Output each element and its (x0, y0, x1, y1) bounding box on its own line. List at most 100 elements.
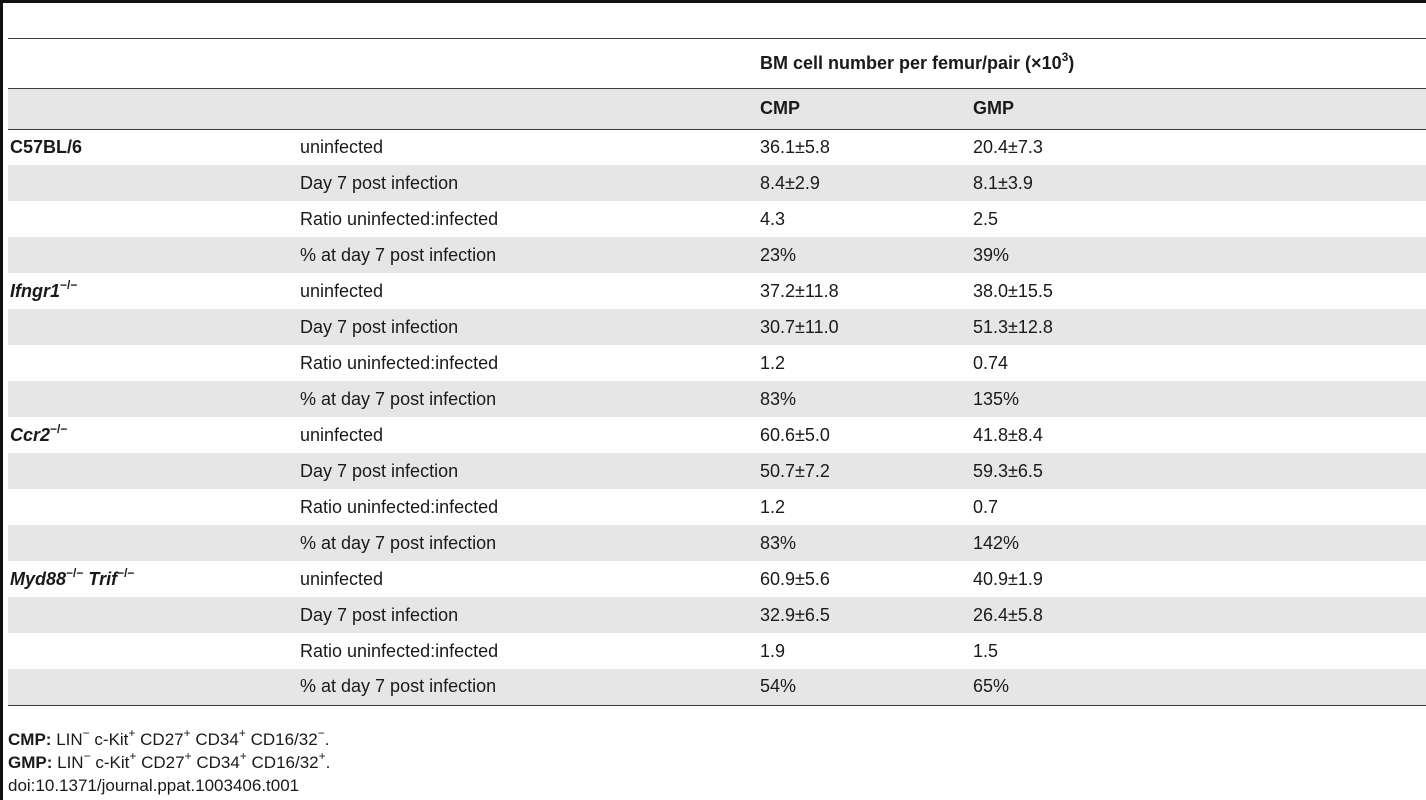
strain-empty (8, 489, 298, 525)
gmp-value: 51.3±12.8 (973, 316, 1053, 337)
gmp-value: 40.9±1.9 (973, 568, 1043, 589)
cmp-value: 83% (760, 388, 797, 409)
condition-label: Day 7 post infection (300, 172, 459, 193)
table-row: Day 7 post infection 32.9±6.5 26.4±5.8 (8, 597, 1426, 633)
table-row: Ratio uninfected:infected 1.9 1.5 (8, 633, 1426, 669)
gmp-value: 1.5 (973, 640, 999, 661)
header-empty-2 (298, 39, 758, 89)
table-row: C57BL/6 uninfected 36.1±5.8 20.4±7.3 (8, 129, 1426, 165)
gmp-value: 2.5 (973, 208, 999, 229)
gmp-value: 59.3±6.5 (973, 460, 1043, 481)
cmp-value: 60.6±5.0 (760, 424, 830, 445)
data-table: BM cell number per femur/pair (×103) CMP… (8, 39, 1426, 706)
strain-empty (8, 309, 298, 345)
condition-label: % at day 7 post infection (300, 532, 497, 553)
strain-empty (8, 597, 298, 633)
left-border (0, 0, 3, 800)
cmp-value: 37.2±11.8 (760, 280, 839, 301)
table-wrapper: BM cell number per femur/pair (×103) CMP… (8, 39, 1426, 706)
header-row-columns: CMP GMP (8, 88, 1426, 130)
gmp-value: 38.0±15.5 (973, 280, 1053, 301)
header-row-spanning: BM cell number per femur/pair (×103) (8, 39, 1426, 89)
strain-empty (8, 633, 298, 669)
cmp-value: 83% (760, 532, 797, 553)
strain-empty (8, 345, 298, 381)
gmp-value: 0.7 (973, 496, 999, 517)
top-border (0, 0, 1426, 3)
gmp-value: 142% (973, 532, 1020, 553)
table-row: % at day 7 post infection 83% 135% (8, 381, 1426, 417)
strain-empty (8, 165, 298, 201)
condition-label: % at day 7 post infection (300, 388, 497, 409)
strain-empty (8, 669, 298, 706)
table-footnotes: CMP: LIN− c-Kit+ CD27+ CD34+ CD16/32−. G… (8, 726, 331, 797)
condition-label: Ratio uninfected:infected (300, 208, 499, 229)
strain-label: Ccr2−/− (10, 421, 68, 445)
strain-label: Myd88−/− Trif−/− (10, 565, 135, 589)
gmp-value: 39% (973, 244, 1010, 265)
footnote-cmp: CMP: LIN− c-Kit+ CD27+ CD34+ CD16/32−. (8, 726, 330, 749)
condition-label: Ratio uninfected:infected (300, 496, 499, 517)
header-gmp: GMP (971, 88, 1426, 130)
condition-label: % at day 7 post infection (300, 244, 497, 265)
table-row: Ccr2−/− uninfected 60.6±5.0 41.8±8.4 (8, 417, 1426, 453)
table-row: % at day 7 post infection 54% 65% (8, 669, 1426, 706)
table-row: Ratio uninfected:infected 4.3 2.5 (8, 201, 1426, 237)
cmp-value: 8.4±2.9 (760, 172, 820, 193)
header-span-title-text: BM cell number per femur/pair (×10 (760, 52, 1062, 73)
strain-empty (8, 453, 298, 489)
strain-empty (8, 525, 298, 561)
condition-label: Day 7 post infection (300, 460, 459, 481)
cmp-value: 4.3 (760, 208, 786, 229)
gmp-value: 41.8±8.4 (973, 424, 1043, 445)
header-span-title-end: ) (1068, 52, 1075, 73)
gmp-value: 0.74 (973, 352, 1009, 373)
table-row: Myd88−/− Trif−/− uninfected 60.9±5.6 40.… (8, 561, 1426, 597)
cmp-value: 54% (758, 669, 971, 706)
footnote-doi: doi:10.1371/journal.ppat.1003406.t001 (8, 776, 300, 795)
table-row: Day 7 post infection 8.4±2.9 8.1±3.9 (8, 165, 1426, 201)
gmp-value: 135% (973, 388, 1020, 409)
header-empty-1 (8, 39, 298, 89)
cmp-value: 60.9±5.6 (760, 568, 830, 589)
cmp-value: 30.7±11.0 (760, 316, 839, 337)
strain-empty (8, 381, 298, 417)
strain-empty (8, 237, 298, 273)
gmp-value: 8.1±3.9 (973, 172, 1033, 193)
cmp-value: 1.2 (760, 352, 786, 373)
condition-label: Ratio uninfected:infected (300, 352, 499, 373)
gmp-value: 26.4±5.8 (973, 604, 1043, 625)
gmp-value: 20.4±7.3 (973, 136, 1043, 157)
header-empty-3 (8, 88, 298, 130)
strain-empty (8, 201, 298, 237)
condition-label: % at day 7 post infection (298, 669, 758, 706)
cmp-value: 32.9±6.5 (760, 604, 830, 625)
cmp-value: 1.9 (760, 640, 786, 661)
gmp-value: 65% (971, 669, 1426, 706)
condition-label: uninfected (300, 280, 384, 301)
table-row: Ifngr1−/− uninfected 37.2±11.8 38.0±15.5 (8, 273, 1426, 309)
table-row: Ratio uninfected:infected 1.2 0.7 (8, 489, 1426, 525)
cmp-value: 23% (760, 244, 797, 265)
strain-label: Ifngr1−/− (10, 277, 78, 301)
condition-label: Ratio uninfected:infected (300, 640, 499, 661)
footnote-gmp: GMP: LIN− c-Kit+ CD27+ CD34+ CD16/32+. (8, 749, 331, 772)
cmp-value: 1.2 (760, 496, 786, 517)
table-row: % at day 7 post infection 83% 142% (8, 525, 1426, 561)
condition-label: Day 7 post infection (300, 604, 459, 625)
condition-label: Day 7 post infection (300, 316, 459, 337)
table-row: Ratio uninfected:infected 1.2 0.74 (8, 345, 1426, 381)
condition-label: uninfected (300, 568, 384, 589)
header-empty-4 (298, 88, 758, 130)
cmp-value: 50.7±7.2 (760, 460, 830, 481)
cmp-value: 36.1±5.8 (760, 136, 830, 157)
table-row: Day 7 post infection 50.7±7.2 59.3±6.5 (8, 453, 1426, 489)
table-row: % at day 7 post infection 23% 39% (8, 237, 1426, 273)
header-span-title: BM cell number per femur/pair (×103) (758, 39, 1426, 89)
table-top-rule (8, 38, 1426, 39)
condition-label: uninfected (300, 136, 384, 157)
header-span-title-sup: 3 (1061, 49, 1069, 64)
strain-label: C57BL/6 (10, 136, 83, 157)
condition-label: uninfected (300, 424, 384, 445)
